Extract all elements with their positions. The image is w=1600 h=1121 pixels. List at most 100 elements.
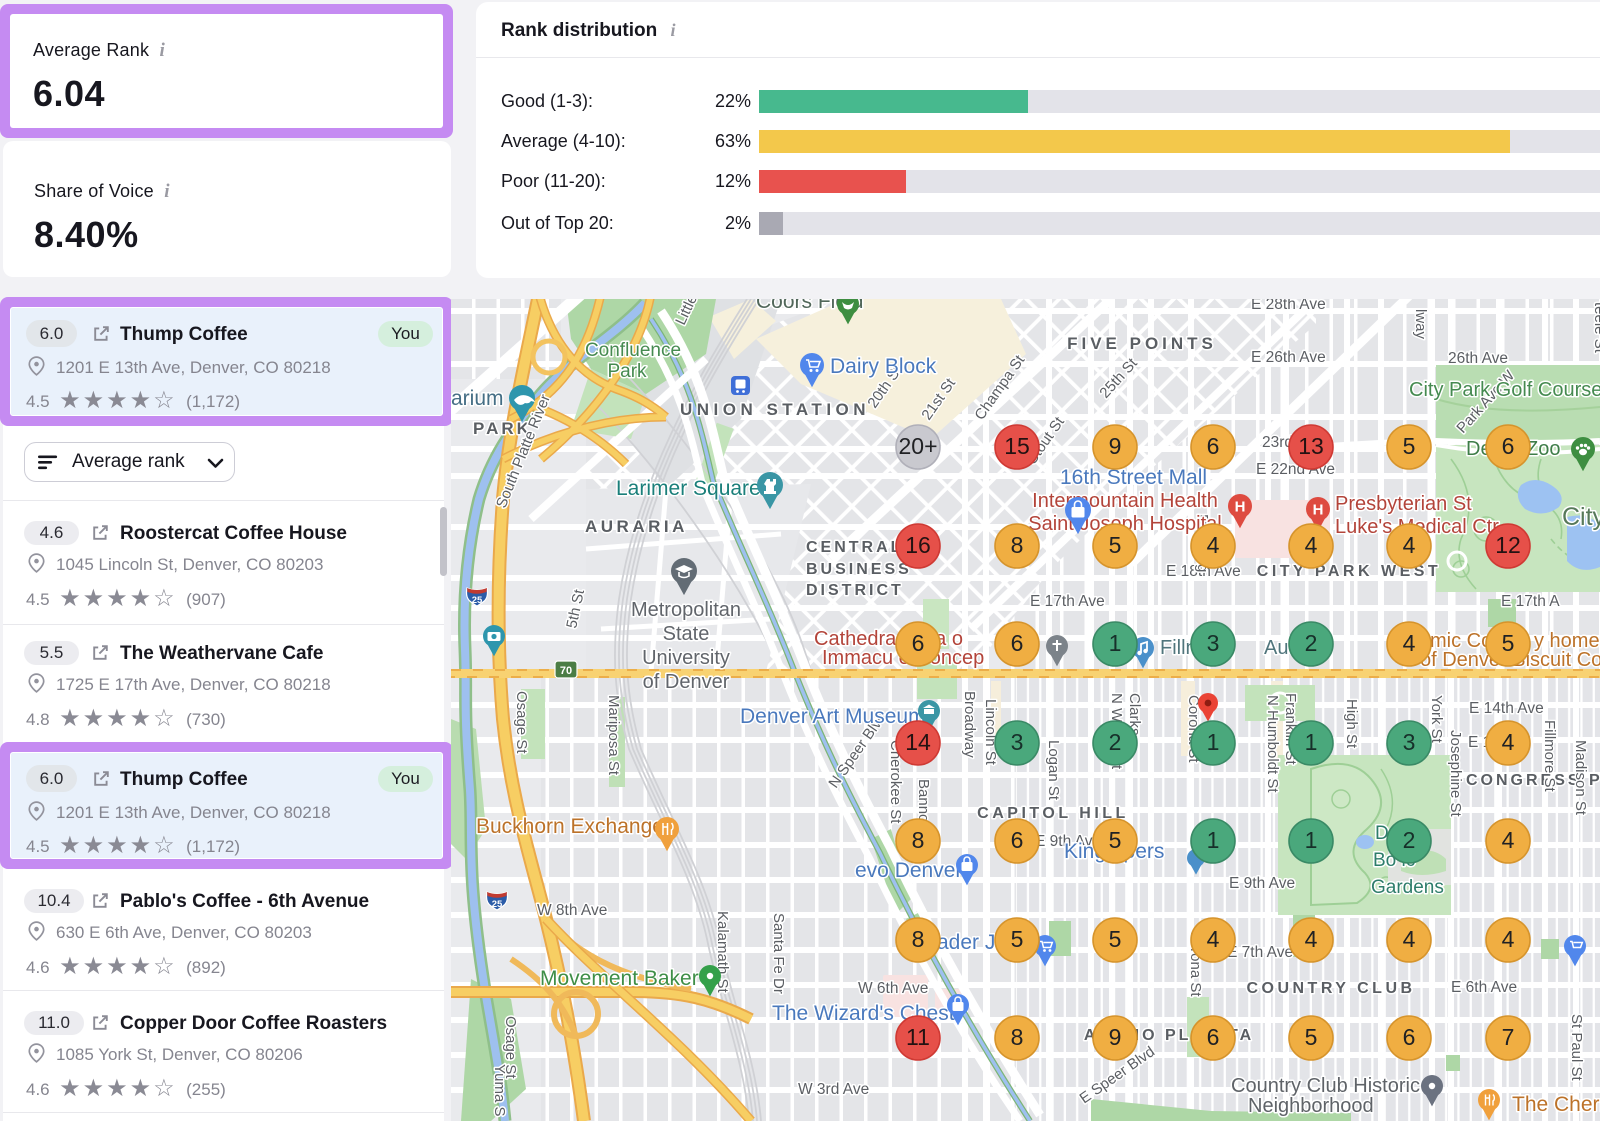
svg-text:16th Street Mall: 16th Street Mall: [1060, 466, 1207, 489]
svg-text:5: 5: [1109, 532, 1122, 558]
svg-text:5: 5: [1502, 630, 1515, 656]
svg-text:arium: arium: [451, 387, 504, 410]
svg-text:W 8th Ave: W 8th Ave: [537, 902, 607, 919]
svg-text:Josephine St: Josephine St: [1447, 730, 1464, 818]
svg-text:8: 8: [912, 926, 925, 952]
svg-text:mic Co: mic Co: [1430, 630, 1492, 652]
svg-text:Mariposa St: Mariposa St: [605, 695, 622, 776]
svg-text:1: 1: [1305, 827, 1318, 853]
svg-text:E 9th Ave: E 9th Ave: [1229, 875, 1295, 892]
svg-text:4: 4: [1403, 630, 1416, 656]
svg-text:4: 4: [1403, 926, 1416, 952]
svg-text:15: 15: [1004, 433, 1030, 459]
svg-text:lway: lway: [1412, 309, 1429, 340]
svg-text:N Humboldt St: N Humboldt St: [1264, 695, 1281, 793]
svg-text:E 26th Ave: E 26th Ave: [1251, 349, 1326, 366]
svg-text:2: 2: [1305, 630, 1318, 656]
svg-text:2: 2: [1109, 729, 1122, 755]
svg-text:8: 8: [1011, 532, 1024, 558]
svg-text:evo Denver: evo Denver: [855, 859, 962, 882]
svg-text:8: 8: [912, 827, 925, 853]
svg-text:COUNTRY CLUB: COUNTRY CLUB: [1246, 980, 1415, 997]
svg-text:Movement Baker: Movement Baker: [540, 967, 699, 990]
svg-text:H: H: [1235, 499, 1246, 516]
svg-text:3: 3: [1011, 729, 1024, 755]
svg-text:AURARIA: AURARIA: [585, 517, 688, 536]
svg-text:26th Ave: 26th Ave: [1448, 350, 1508, 367]
svg-text:1: 1: [1207, 729, 1220, 755]
svg-text:Broadway: Broadway: [961, 691, 978, 758]
svg-text:The Cherry: The Cherry: [1512, 1093, 1600, 1116]
svg-text:E 28th Ave: E 28th Ave: [1251, 299, 1326, 313]
svg-text:6: 6: [1502, 433, 1515, 459]
svg-text:1: 1: [1305, 729, 1318, 755]
svg-text:5: 5: [1109, 926, 1122, 952]
svg-text:Fillmore St: Fillmore St: [1541, 720, 1558, 793]
svg-text:2: 2: [1403, 827, 1416, 853]
svg-text:4: 4: [1207, 926, 1220, 952]
svg-text:y home: y home: [1534, 630, 1600, 652]
svg-text:CENTRAL: CENTRAL: [806, 539, 903, 556]
svg-text:High St: High St: [1343, 699, 1360, 749]
svg-text:teele St: teele St: [1591, 302, 1600, 354]
svg-text:9: 9: [1109, 433, 1122, 459]
svg-text:70: 70: [560, 665, 572, 677]
svg-text:E 17th A: E 17th A: [1501, 593, 1560, 610]
svg-text:DISTRICT: DISTRICT: [806, 582, 904, 599]
svg-text:14: 14: [905, 729, 931, 755]
svg-text:Santa Fe Dr: Santa Fe Dr: [770, 913, 787, 994]
svg-text:4: 4: [1502, 827, 1515, 853]
svg-text:20+: 20+: [898, 433, 937, 459]
svg-text:6: 6: [1011, 630, 1024, 656]
svg-text:25: 25: [472, 595, 483, 606]
svg-text:E 14th Ave: E 14th Ave: [1469, 700, 1544, 717]
svg-text:3: 3: [1403, 729, 1416, 755]
svg-text:1: 1: [1109, 630, 1122, 656]
svg-text:York St: York St: [1428, 695, 1445, 744]
svg-text:State: State: [663, 623, 710, 645]
svg-text:E 17th Ave: E 17th Ave: [1030, 593, 1105, 610]
svg-text:Banno: Banno: [915, 779, 932, 822]
svg-text:Filln: Filln: [1160, 637, 1197, 659]
svg-text:4: 4: [1403, 532, 1416, 558]
svg-text:Zoo: Zoo: [1526, 438, 1560, 460]
svg-text:H: H: [1313, 502, 1324, 519]
svg-text:Madison St: Madison St: [1572, 740, 1589, 816]
svg-text:6: 6: [1011, 827, 1024, 853]
svg-text:Gardens: Gardens: [1371, 877, 1444, 898]
svg-text:Metropolitan: Metropolitan: [631, 599, 741, 621]
svg-text:W 3rd Ave: W 3rd Ave: [798, 1081, 869, 1098]
svg-text:Osage St: Osage St: [513, 691, 530, 754]
svg-text:Park: Park: [607, 361, 647, 382]
svg-text:4: 4: [1502, 926, 1515, 952]
svg-text:St Paul St: St Paul St: [1568, 1014, 1585, 1082]
svg-text:1: 1: [1207, 827, 1220, 853]
svg-text:6: 6: [1403, 1024, 1416, 1050]
svg-text:CONGRESS PA: CONGRESS PA: [1466, 772, 1600, 789]
svg-text:5: 5: [1109, 827, 1122, 853]
svg-text:16: 16: [905, 532, 931, 558]
svg-text:7: 7: [1502, 1024, 1515, 1050]
svg-text:9: 9: [1109, 1024, 1122, 1050]
svg-text:BUSINESS: BUSINESS: [806, 561, 912, 578]
svg-text:Larimer Square: Larimer Square: [616, 477, 761, 500]
svg-text:4: 4: [1305, 532, 1318, 558]
svg-text:6: 6: [1207, 1024, 1220, 1050]
svg-text:8: 8: [1011, 1024, 1024, 1050]
svg-text:Dairy Block: Dairy Block: [830, 355, 937, 378]
svg-text:CAPITOL HILL: CAPITOL HILL: [977, 805, 1129, 822]
svg-text:E 6th Ave: E 6th Ave: [1451, 979, 1517, 996]
svg-text:5: 5: [1305, 1024, 1318, 1050]
svg-text:25: 25: [492, 899, 503, 910]
svg-text:11: 11: [906, 1024, 930, 1050]
svg-text:University: University: [642, 647, 730, 669]
svg-text:of Denver: of Denver: [643, 671, 730, 693]
svg-text:5: 5: [1403, 433, 1416, 459]
svg-text:Denver Art Museum: Denver Art Museum: [740, 705, 926, 728]
svg-text:City Park Golf Course: City Park Golf Course: [1409, 379, 1600, 401]
svg-text:Intermountain Health: Intermountain Health: [1032, 490, 1218, 512]
svg-text:4: 4: [1207, 532, 1220, 558]
svg-text:Presbyterian St: Presbyterian St: [1335, 493, 1472, 515]
svg-text:3: 3: [1207, 630, 1220, 656]
svg-text:PARK: PARK: [473, 419, 532, 438]
